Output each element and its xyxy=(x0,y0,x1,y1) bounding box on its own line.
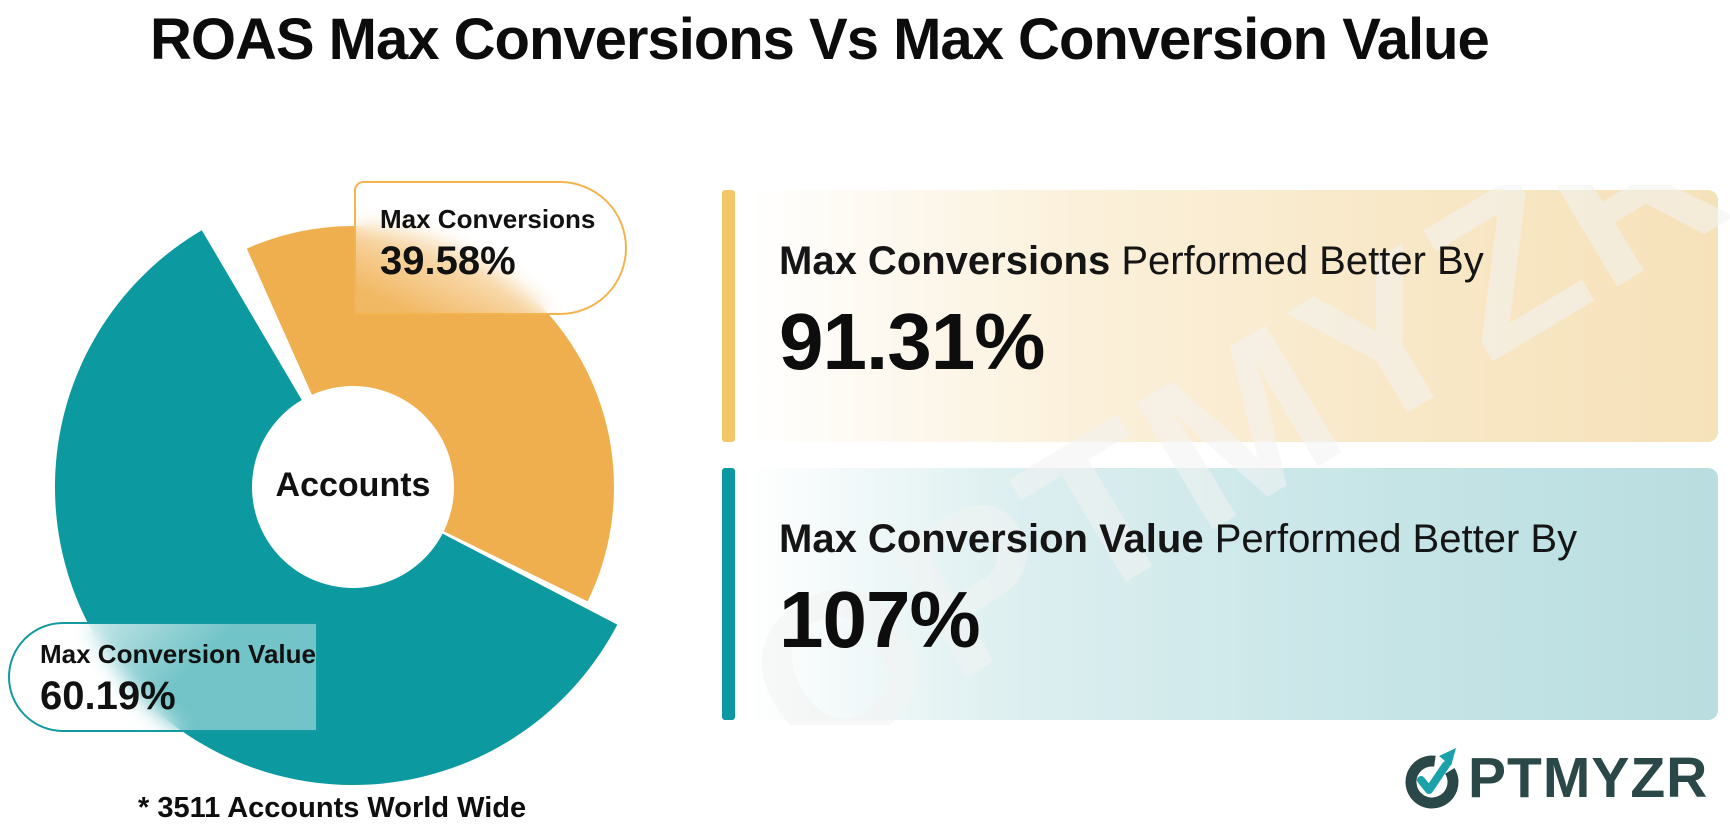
stat-card-value: 107% xyxy=(779,575,981,664)
donut-center-label: Accounts xyxy=(275,466,431,504)
stat-card-heading-rest: Performed Better By xyxy=(1110,239,1484,283)
optmyzr-logo-text: PTMYZR xyxy=(1468,746,1709,810)
stat-card-heading-highlight: Max Conversions xyxy=(779,239,1111,283)
optmyzr-o-check-icon xyxy=(1405,748,1459,809)
accent-bar xyxy=(722,468,735,720)
callout-max-conversions: Max Conversions 39.58% xyxy=(354,181,627,315)
callout-value: 60.19% xyxy=(40,674,176,718)
callout-label: Max Conversion Value xyxy=(40,639,316,669)
optmyzr-logo: PTMYZR xyxy=(1402,746,1708,810)
stat-card-heading-rest: Performed Better By xyxy=(1203,517,1578,561)
stat-card-body: Max Conversion Value Performed Better By… xyxy=(739,468,1718,720)
stat-card-heading: Max Conversions Performed Better By xyxy=(779,236,1718,286)
callout-label: Max Conversions xyxy=(380,204,596,234)
stat-card-body: Max Conversions Performed Better By 91.3… xyxy=(739,190,1718,442)
stat-card-heading-highlight: Max Conversion Value xyxy=(779,517,1204,561)
stat-card-value: 91.31% xyxy=(779,297,1045,386)
callout-value: 39.58% xyxy=(380,239,516,283)
callout-max-conversion-value: Max Conversion Value 60.19% xyxy=(8,622,318,732)
accent-bar xyxy=(722,190,735,442)
page-title: ROAS Max Conversions Vs Max Conversion V… xyxy=(150,7,1490,72)
stat-card-max-conversions: Max Conversions Performed Better By 91.3… xyxy=(722,190,1718,442)
stat-card-heading: Max Conversion Value Performed Better By xyxy=(779,514,1718,564)
footnote: * 3511 Accounts World Wide xyxy=(138,792,527,824)
stat-card-max-conversion-value: Max Conversion Value Performed Better By… xyxy=(722,468,1718,720)
